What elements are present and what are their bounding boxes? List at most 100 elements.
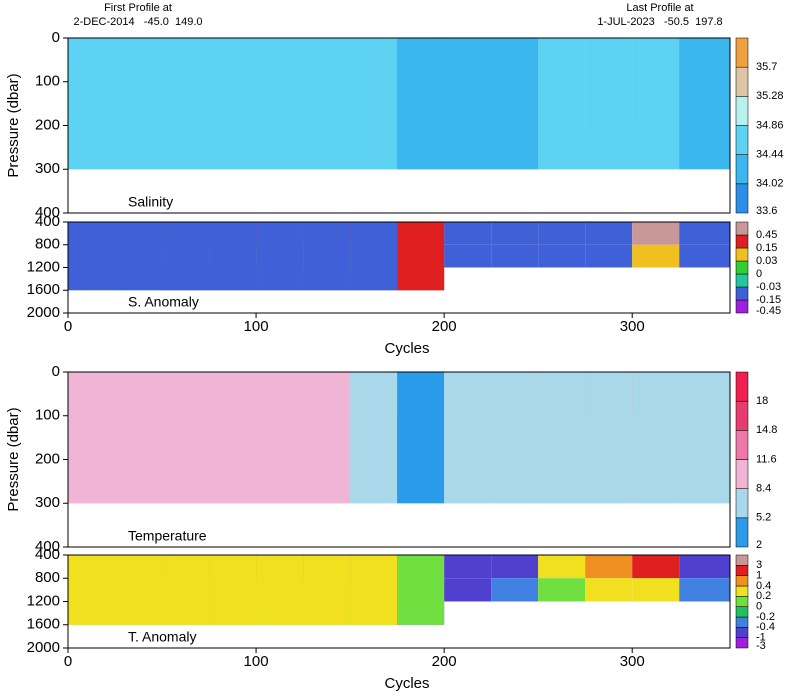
y-tick-label: 100 (35, 73, 60, 90)
last-profile-label: Last Profile at (626, 2, 693, 14)
heat-cell (491, 555, 539, 579)
colorbar-label: 14.8 (756, 424, 777, 436)
colorbar-segment (735, 517, 749, 548)
heat-cell (162, 372, 210, 504)
y-axis-label: Pressure (dbar) (5, 407, 22, 511)
colorbar-label: 34.02 (756, 178, 784, 190)
y-tick-label: 800 (35, 236, 60, 253)
colorbar-label: 33.6 (756, 205, 777, 217)
y-tick-label: 300 (35, 494, 60, 511)
colorbar-segment (735, 273, 749, 288)
heat-cell (68, 222, 116, 291)
colorbar-label: 1 (756, 570, 762, 582)
heat-cell (350, 555, 398, 625)
x-tick-label: 300 (620, 318, 645, 335)
heat-cell (397, 222, 445, 291)
heat-cell (585, 578, 633, 602)
heat-cell (585, 222, 633, 245)
colorbar-label: -0.03 (756, 281, 781, 293)
heat-cell (632, 578, 680, 602)
y-tick-label: 1600 (27, 616, 60, 633)
first-profile-label: First Profile at (104, 2, 172, 14)
colorbar-segment (735, 37, 749, 68)
heat-cell (679, 555, 730, 579)
colorbar-segment (735, 596, 749, 607)
colorbar-label: 35.7 (756, 61, 777, 73)
colorbar-label: -1 (756, 632, 766, 644)
y-tick-label: 300 (35, 160, 60, 177)
colorbar-label: 5.2 (756, 512, 771, 524)
heat-cell (209, 555, 257, 625)
colorbar-segment (735, 585, 749, 597)
colorbar-label: 8.4 (756, 483, 771, 495)
panel-label: Temperature (128, 528, 207, 544)
heat-cell (491, 244, 539, 268)
heat-cell (491, 38, 539, 170)
heat-cell (491, 372, 539, 504)
colorbar-label: 34.44 (756, 149, 784, 161)
heat-cell (679, 578, 730, 602)
colorbar-segment (735, 96, 749, 126)
x-tick-label: 300 (620, 653, 645, 670)
colorbar-label: 0 (756, 601, 762, 613)
colorbar-label: -0.2 (756, 611, 775, 623)
y-tick-label: 400 (35, 204, 60, 221)
colorbar-label: 3 (756, 559, 762, 571)
heat-cell (679, 244, 730, 268)
colorbar-segment (735, 606, 749, 618)
y-tick-label: 200 (35, 450, 60, 467)
heat-cell (679, 38, 730, 170)
x-tick-label: 200 (432, 318, 457, 335)
colorbar-segment (735, 247, 749, 262)
heat-cell (397, 555, 445, 625)
y-tick-label: 0 (52, 363, 60, 380)
heat-cell (209, 38, 257, 170)
heat-cell (444, 38, 492, 170)
heat-cell (444, 578, 492, 602)
heat-cell (538, 222, 586, 245)
x-axis-label: Cycles (384, 340, 429, 357)
heat-cell (350, 38, 398, 170)
colorbar-segment (735, 616, 749, 628)
x-axis-label: Cycles (384, 675, 429, 692)
heat-cell (397, 372, 445, 504)
heat-cell (162, 38, 210, 170)
colorbar-label: 11.6 (756, 453, 777, 465)
heat-cell (585, 38, 633, 170)
colorbar-label: 2 (756, 539, 762, 551)
heat-cell (585, 555, 633, 579)
heat-cell (68, 372, 116, 504)
heat-cell (350, 222, 398, 291)
y-tick-label: 800 (35, 569, 60, 586)
heat-cell (538, 372, 586, 504)
x-tick-label: 200 (432, 653, 457, 670)
colorbar-label: 0.4 (756, 580, 771, 592)
heat-cell (162, 555, 210, 625)
colorbar-segment (735, 627, 749, 638)
heat-cell (538, 244, 586, 268)
heat-cell (115, 555, 163, 625)
heat-cell (491, 222, 539, 245)
colorbar-segment (735, 430, 749, 460)
heat-cell (538, 555, 586, 579)
heat-cell (632, 372, 680, 504)
colorbar-segment (735, 286, 749, 301)
y-tick-label: 2000 (27, 304, 60, 321)
y-tick-label: 1200 (27, 592, 60, 609)
heat-cell (303, 372, 351, 504)
colorbar-label: 0 (756, 268, 762, 280)
colorbar-segment (735, 234, 749, 249)
colorbar-segment (735, 565, 749, 576)
colorbar-segment (735, 66, 749, 97)
panel-label: Salinity (128, 194, 173, 210)
heat-cell (256, 372, 304, 504)
y-tick-label: 200 (35, 116, 60, 133)
heat-cell (585, 244, 633, 268)
heat-cell (538, 38, 586, 170)
colorbar-label: -0.15 (756, 294, 781, 306)
x-tick-label: 100 (244, 653, 269, 670)
heat-cell (444, 555, 492, 579)
colorbar-segment (735, 575, 749, 587)
colorbar-label: 35.28 (756, 90, 784, 102)
